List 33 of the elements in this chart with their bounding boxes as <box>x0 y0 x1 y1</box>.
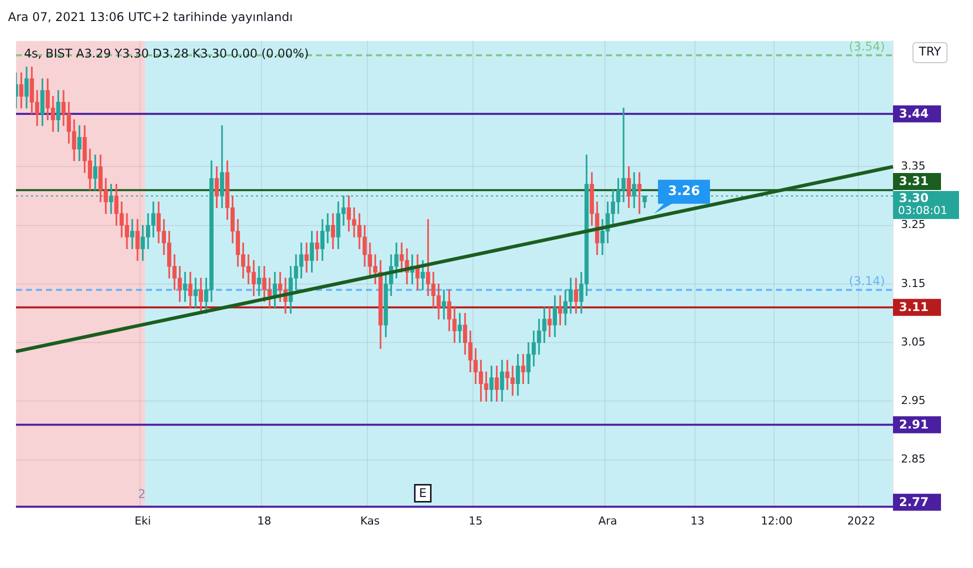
ref-line-label: (3.54) <box>848 39 885 54</box>
annotation: E <box>419 486 427 500</box>
y-tick-label: 3.15 <box>901 276 926 290</box>
x-tick-label: Eki <box>134 514 151 528</box>
chart-subtitle: Ara 07, 2021 13:06 UTC+2 tarihinde yayınlandı <box>8 9 294 26</box>
text: 4s, BIST A3.29 Y3.30 D3.28 K3.30 0.00 (0.00%) <box>24 46 309 61</box>
y-tick-label: 2.85 <box>901 452 926 466</box>
candlestick <box>256 266 262 296</box>
text: TRY <box>918 44 942 59</box>
x-tick-label: Ara <box>598 514 618 528</box>
text: 03:08:01 <box>898 204 948 217</box>
candlestick <box>442 289 446 320</box>
y-tick-label: 3.25 <box>901 218 926 232</box>
annotation: 2 <box>138 486 146 501</box>
candlestick <box>304 242 309 273</box>
x-tick-label: 13 <box>690 514 705 528</box>
ref-line-label: 3.11 <box>899 300 929 314</box>
x-tick-label: 15 <box>468 514 483 528</box>
x-tick-label: 18 <box>257 514 272 528</box>
ref-line-label: (3.14) <box>848 274 885 288</box>
y-tick-label: 3.35 <box>901 160 926 173</box>
x-tick-label: Kas <box>360 514 380 528</box>
y-tick-label: 2.95 <box>901 394 926 408</box>
ref-line-label: 2.91 <box>899 417 929 432</box>
y-tick-label: 3.05 <box>901 335 926 348</box>
ref-line-label: 2.77 <box>899 494 929 509</box>
candlestick <box>182 272 188 302</box>
x-tick-label: 2022 <box>847 514 876 528</box>
annotation: 3.26 <box>668 184 700 200</box>
x-tick-label: 12:00 <box>760 514 793 528</box>
ref-line-label: 3.31 <box>899 174 929 188</box>
ref-line-label: 3.44 <box>899 106 929 121</box>
ref-line-label: 3.30 <box>899 191 929 206</box>
